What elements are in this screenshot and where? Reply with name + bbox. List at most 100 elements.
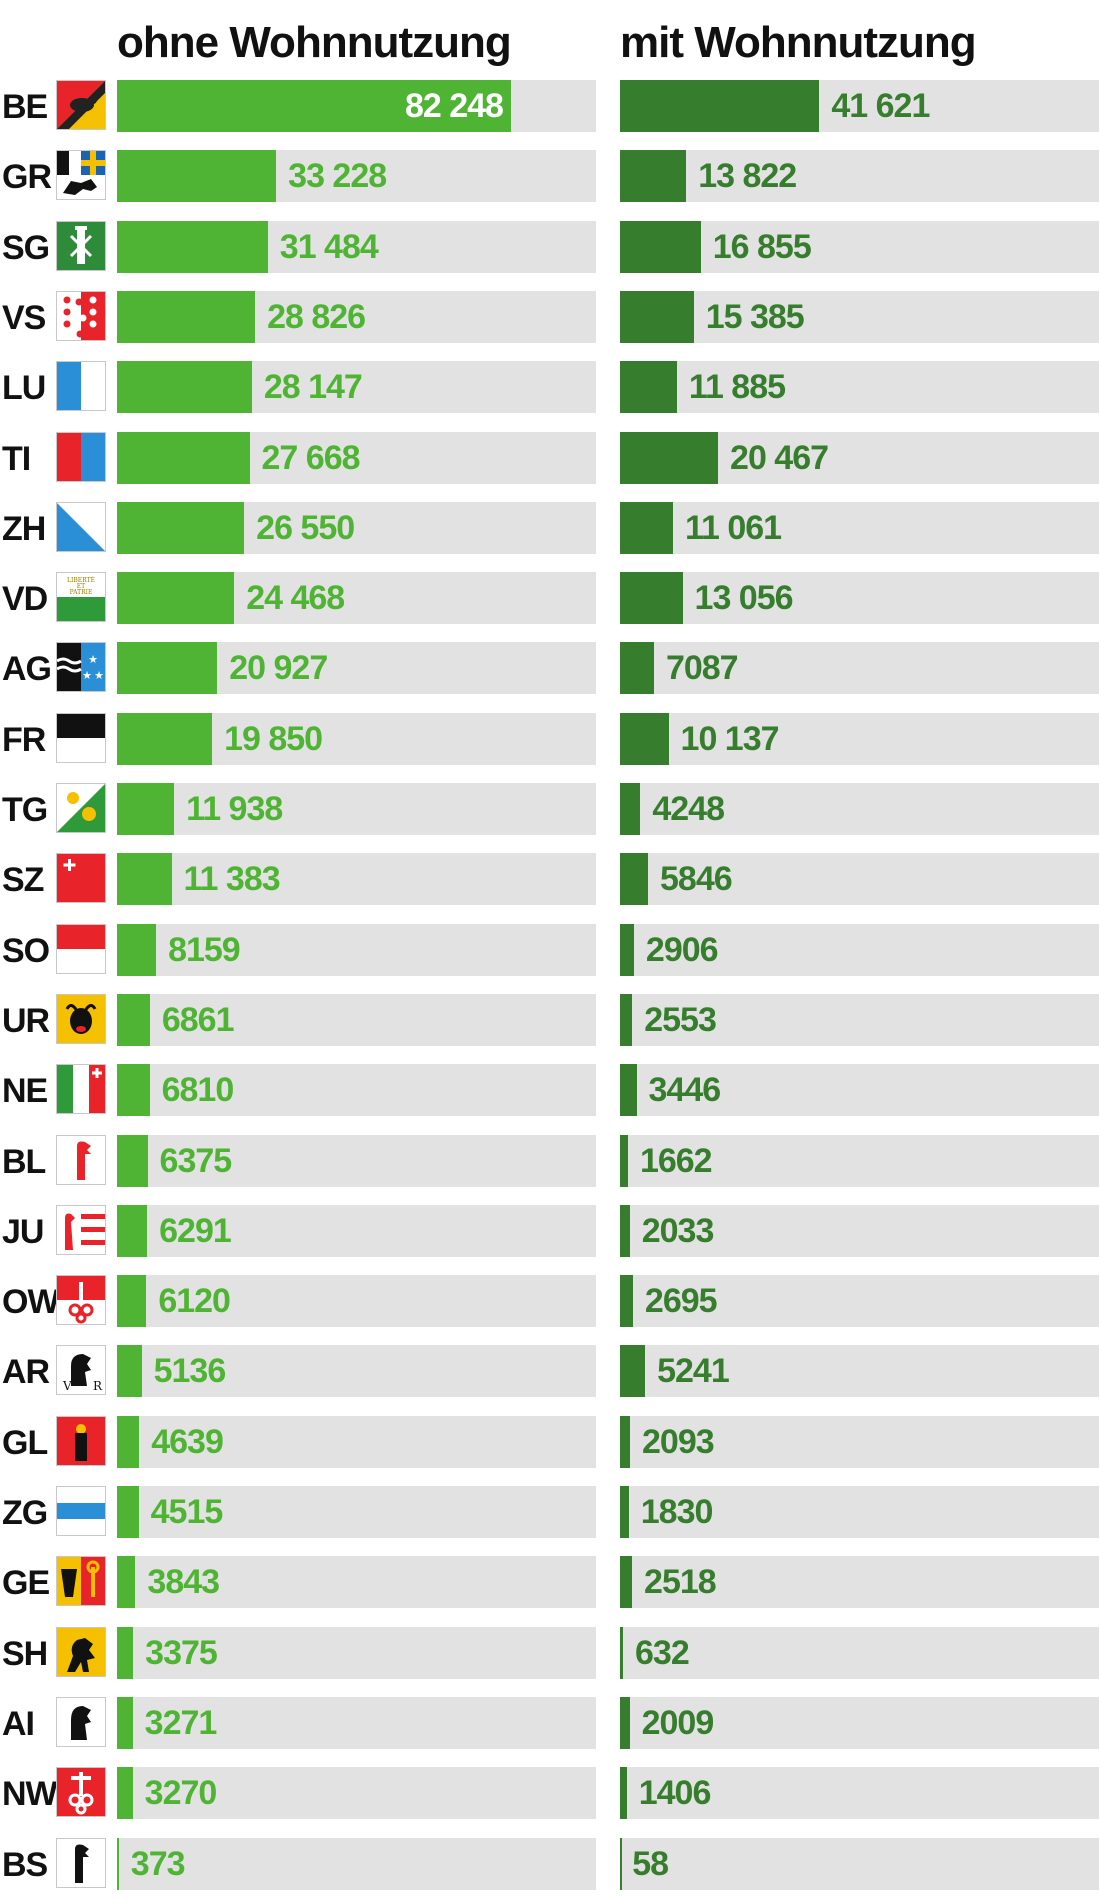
tessin-flag-icon — [56, 432, 106, 482]
bar-track-left: 28 147 — [117, 361, 596, 413]
bar-ohne-wohnnutzung — [117, 1275, 147, 1327]
luzern-flag-icon — [56, 361, 106, 411]
bar-ohne-wohnnutzung — [117, 1486, 139, 1538]
bar-mit-wohnnutzung — [620, 221, 701, 273]
bar-ohne-wohnnutzung — [117, 432, 250, 484]
st-gallen-flag-icon — [56, 221, 106, 271]
bar-ohne-wohnnutzung — [117, 1556, 136, 1608]
bar-track-left: 8159 — [117, 924, 596, 976]
bar-mit-wohnnutzung — [620, 1135, 628, 1187]
bar-track-left: 27 668 — [117, 432, 596, 484]
bar-mit-wohnnutzung — [620, 1486, 629, 1538]
bar-mit-wohnnutzung — [620, 1205, 630, 1257]
bar-mit-wohnnutzung — [620, 1767, 627, 1819]
data-label: 11 938 — [186, 790, 283, 828]
data-label: 2695 — [644, 1282, 718, 1320]
bar-ohne-wohnnutzung — [117, 994, 150, 1046]
bar-track-right: 11 885 — [620, 361, 1099, 413]
chart-row: SH 3375 632 — [0, 1627, 1099, 1679]
svg-text:★: ★ — [82, 670, 92, 682]
bar-track-right: 2033 — [620, 1205, 1099, 1257]
chart-row: BS 373 58 — [0, 1838, 1099, 1890]
chart-row: GE 3843 2518 — [0, 1556, 1099, 1608]
glarus-flag-icon — [56, 1416, 106, 1466]
bar-track-left: 33 228 — [117, 150, 596, 202]
data-label: 11 061 — [684, 509, 782, 547]
data-label: 11 885 — [688, 368, 786, 406]
bar-mit-wohnnutzung — [620, 432, 718, 484]
category-label: SG — [2, 229, 50, 267]
data-label: 6861 — [161, 1001, 235, 1039]
bar-ohne-wohnnutzung — [117, 1767, 133, 1819]
bar-mit-wohnnutzung — [620, 502, 673, 554]
bar-mit-wohnnutzung — [620, 1416, 630, 1468]
category-label: JU — [2, 1213, 44, 1251]
data-label: 3271 — [144, 1704, 218, 1742]
chart-row: FR 19 850 10 137 — [0, 713, 1099, 765]
chart-row: VS 28 826 15 385 — [0, 291, 1099, 343]
bar-track-left: 11 938 — [117, 783, 596, 835]
data-label: 26 550 — [256, 509, 355, 547]
neuenburg-flag-icon — [56, 1064, 106, 1114]
data-label: 15 385 — [705, 298, 805, 336]
nidwalden-flag-icon — [56, 1767, 106, 1817]
bar-ohne-wohnnutzung — [117, 1345, 142, 1397]
bar-track-left: 6375 — [117, 1135, 596, 1187]
bar-ohne-wohnnutzung — [117, 713, 213, 765]
bar-ohne-wohnnutzung — [117, 1135, 148, 1187]
bar-track-left: 3843 — [117, 1556, 596, 1608]
category-label: SZ — [2, 861, 44, 899]
category-label: FR — [2, 721, 46, 759]
data-label: 31 484 — [279, 228, 379, 266]
bar-ohne-wohnnutzung — [117, 1838, 119, 1890]
bar-ohne-wohnnutzung — [117, 924, 157, 976]
data-label: 28 147 — [263, 368, 363, 406]
bar-track-right: 632 — [620, 1627, 1099, 1679]
bar-track-right: 1662 — [620, 1135, 1099, 1187]
bar-mit-wohnnutzung — [620, 994, 633, 1046]
bar-track-right: 2518 — [620, 1556, 1099, 1608]
bar-track-left: 4639 — [117, 1416, 596, 1468]
header-mit-wohnnutzung: mit Wohnnutzung — [620, 18, 977, 67]
data-label: 5136 — [153, 1352, 227, 1390]
bar-track-right: 13 822 — [620, 150, 1099, 202]
chart-row: ZH 26 550 11 061 — [0, 502, 1099, 554]
data-label: 6120 — [158, 1282, 231, 1320]
bar-track-right: 2009 — [620, 1697, 1099, 1749]
chart-row: VD LIBERTÉ ET PATRIE 24 468 13 056 — [0, 572, 1099, 624]
data-label: 1830 — [640, 1493, 714, 1531]
data-label: 6810 — [161, 1071, 235, 1109]
bar-track-left: 6861 — [117, 994, 596, 1046]
category-label: AG — [2, 650, 52, 688]
data-label: 13 056 — [694, 579, 794, 617]
bar-track-right: 2093 — [620, 1416, 1099, 1468]
bar-mit-wohnnutzung — [620, 1697, 630, 1749]
category-label: LU — [2, 369, 46, 407]
bar-track-left: 6291 — [117, 1205, 596, 1257]
data-label: 2906 — [645, 931, 719, 969]
bar-track-right: 13 056 — [620, 572, 1099, 624]
uri-flag-icon — [56, 994, 106, 1044]
data-label: 3843 — [147, 1563, 220, 1601]
category-label: VD — [2, 580, 48, 618]
bar-track-left: 19 850 — [117, 713, 596, 765]
appenzell-innerrhoden-flag-icon — [56, 1697, 106, 1747]
bar-mit-wohnnutzung — [620, 642, 654, 694]
category-label: ZH — [2, 510, 46, 548]
graubuenden-flag-icon — [56, 150, 106, 200]
data-label: 13 822 — [698, 157, 797, 195]
data-label: 16 855 — [712, 228, 812, 266]
bar-mit-wohnnutzung — [620, 853, 648, 905]
chart-row: NE 6810 3446 — [0, 1064, 1099, 1116]
data-label: 2033 — [641, 1212, 715, 1250]
zug-flag-icon — [56, 1486, 106, 1536]
bar-ohne-wohnnutzung — [117, 361, 252, 413]
chart-row: NW 3270 1406 — [0, 1767, 1099, 1819]
bar-ohne-wohnnutzung — [117, 1697, 133, 1749]
bar-track-left: 4515 — [117, 1486, 596, 1538]
category-label: SO — [2, 932, 50, 970]
chart-row: SG 31 484 16 855 — [0, 221, 1099, 273]
bar-ohne-wohnnutzung — [117, 150, 277, 202]
chart-row: OW 6120 2695 — [0, 1275, 1099, 1327]
